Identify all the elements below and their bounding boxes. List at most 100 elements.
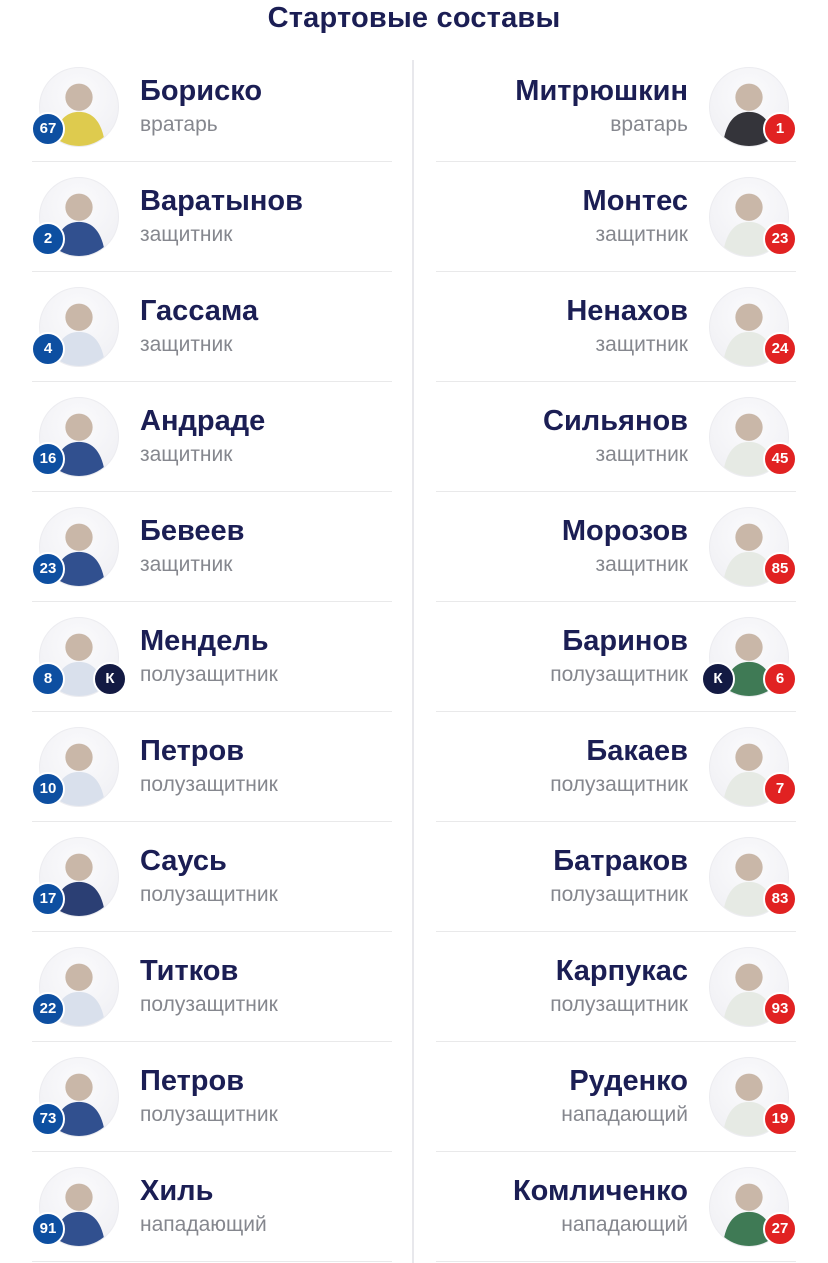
player-row[interactable]: 67 Бориско вратарь (31, 52, 392, 162)
player-info: Руденко нападающий (436, 1064, 688, 1127)
avatar-kit (52, 111, 106, 146)
avatar-head (735, 413, 763, 441)
player-photo (709, 1166, 789, 1247)
shirt-number-badge: 7 (763, 771, 797, 806)
player-name: Митрюшкин (515, 74, 688, 107)
player-position: полузащитник (140, 883, 278, 907)
shirt-number-badge: 91 (31, 1211, 65, 1246)
avatar-kit (52, 551, 106, 586)
player-info: Гассама защитник (140, 295, 392, 357)
player-row[interactable]: 7 Бакаев полузащитник (436, 712, 797, 822)
avatar-head (735, 1183, 763, 1211)
shirt-number-badge: 67 (31, 111, 65, 146)
player-position: полузащитник (140, 1103, 278, 1127)
player-row[interactable]: 8 К Мендель полузащитник (31, 602, 392, 712)
player-avatar: 2 (31, 176, 119, 257)
avatar-head (735, 303, 763, 331)
player-row[interactable]: 23 Монтес защитник (436, 162, 797, 272)
shirt-number-badge: 10 (31, 771, 65, 806)
player-position: нападающий (561, 1103, 688, 1127)
lineups-columns: 67 Бориско вратарь 2 Варатынов защитник (31, 52, 797, 1262)
player-info: Бориско вратарь (140, 75, 392, 137)
avatar-kit (52, 1211, 106, 1246)
avatar-head (735, 633, 763, 661)
player-row[interactable]: 45 Сильянов защитник (436, 382, 797, 492)
player-position: полузащитник (550, 883, 688, 907)
player-info: Бакаев полузащитник (436, 735, 688, 797)
player-name: Сильянов (543, 404, 688, 437)
player-info: Ненахов защитник (436, 294, 688, 357)
player-row[interactable]: 10 Петров полузащитник (31, 712, 392, 822)
player-avatar: 17 (31, 836, 119, 917)
avatar-head (735, 1073, 763, 1101)
player-name: Морозов (561, 514, 688, 547)
player-row[interactable]: 73 Петров полузащитник (31, 1042, 392, 1152)
player-name: Мендель (140, 624, 269, 657)
player-photo (39, 946, 119, 1027)
avatar-kit (722, 1101, 776, 1136)
player-row[interactable]: 4 Гассама защитник (31, 272, 392, 382)
player-name: Ненахов (566, 294, 688, 327)
player-row[interactable]: 6 К Баринов полузащитник (436, 602, 797, 712)
player-avatar: 93 (709, 946, 797, 1027)
avatar-kit (722, 1211, 776, 1246)
player-position: защитник (140, 553, 233, 577)
player-info: Митрюшкин вратарь (436, 74, 688, 137)
avatar-head (65, 83, 93, 111)
player-avatar: 16 (31, 396, 119, 477)
captain-badge: К (93, 661, 127, 696)
player-info: Сильянов защитник (436, 404, 688, 467)
avatar-head (65, 1183, 93, 1211)
column-divider (412, 60, 414, 1263)
player-position: вратарь (140, 113, 218, 137)
shirt-number-badge: 24 (763, 331, 797, 366)
player-row[interactable]: 24 Ненахов защитник (436, 272, 797, 382)
player-position: полузащитник (140, 663, 278, 687)
shirt-number-badge: 1 (763, 111, 797, 146)
avatar-kit (52, 661, 106, 696)
player-position: нападающий (140, 1213, 267, 1237)
player-photo (39, 506, 119, 587)
player-row[interactable]: 1 Митрюшкин вратарь (436, 52, 797, 162)
avatar-kit (722, 441, 776, 476)
player-name: Батраков (553, 844, 688, 877)
player-row[interactable]: 27 Комличенко нападающий (436, 1152, 797, 1262)
player-avatar: 6 К (701, 616, 797, 697)
avatar-head (735, 83, 763, 111)
avatar-kit (52, 441, 106, 476)
avatar-head (65, 743, 93, 771)
avatar-kit (722, 331, 776, 366)
player-row[interactable]: 91 Хиль нападающий (31, 1152, 392, 1262)
player-row[interactable]: 17 Саусь полузащитник (31, 822, 392, 932)
player-row[interactable]: 23 Бевеев защитник (31, 492, 392, 602)
player-row[interactable]: 83 Батраков полузащитник (436, 822, 797, 932)
player-position: нападающий (561, 1213, 688, 1237)
avatar-head (735, 853, 763, 881)
player-avatar: 23 (709, 176, 797, 257)
player-name: Бевеев (140, 514, 245, 547)
player-name: Комличенко (512, 1174, 688, 1207)
player-row[interactable]: 22 Титков полузащитник (31, 932, 392, 1042)
player-row[interactable]: 93 Карпукас полузащитник (436, 932, 797, 1042)
player-avatar: 73 (31, 1056, 119, 1137)
shirt-number-badge: 93 (763, 991, 797, 1026)
player-info: Комличенко нападающий (436, 1174, 688, 1237)
player-position: защитник (595, 443, 688, 467)
player-row[interactable]: 85 Морозов защитник (436, 492, 797, 602)
player-row[interactable]: 19 Руденко нападающий (436, 1042, 797, 1152)
player-row[interactable]: 16 Андраде защитник (31, 382, 392, 492)
avatar-kit (52, 331, 106, 366)
player-name: Хиль (140, 1174, 214, 1207)
player-info: Саусь полузащитник (140, 845, 392, 907)
player-position: полузащитник (550, 663, 688, 687)
player-name: Руденко (569, 1064, 688, 1097)
player-avatar: 24 (709, 286, 797, 367)
shirt-number-badge: 73 (31, 1101, 65, 1136)
avatar-head (65, 633, 93, 661)
player-name: Петров (140, 1064, 245, 1097)
player-info: Петров полузащитник (140, 735, 392, 797)
avatar-kit (722, 771, 776, 806)
shirt-number-badge: 6 (763, 661, 797, 696)
player-row[interactable]: 2 Варатынов защитник (31, 162, 392, 272)
player-photo (709, 726, 789, 807)
